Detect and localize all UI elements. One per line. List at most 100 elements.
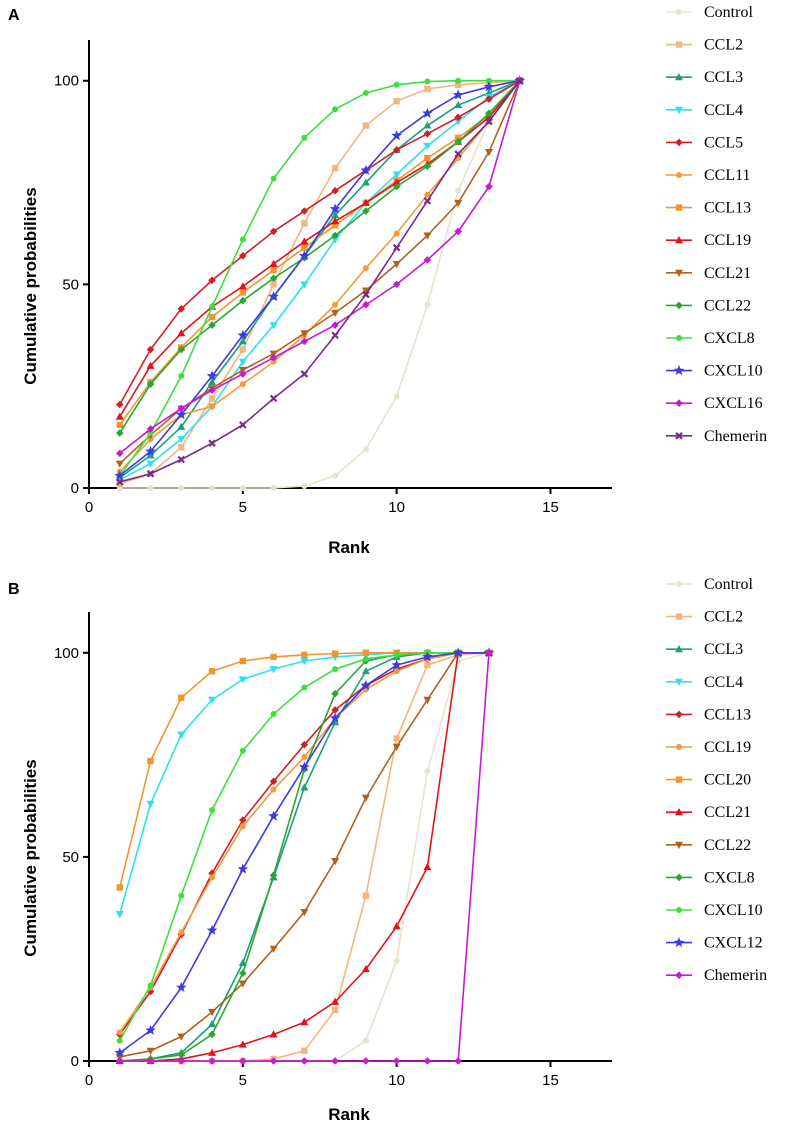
data-point-ccl5 — [208, 276, 216, 285]
data-point-cxcl10 — [270, 711, 277, 718]
legend-item-ccl20: CCL20 — [666, 772, 751, 789]
data-point-ccl20 — [239, 657, 247, 665]
legend-marker-ccl21 — [675, 269, 683, 277]
legend-marker-ccl19 — [676, 744, 682, 750]
data-point-ccl21 — [484, 149, 493, 157]
data-point-cxcl12 — [268, 810, 279, 821]
data-point-ccl2 — [424, 85, 431, 93]
series-line-ccl21 — [119, 652, 489, 1062]
data-point-ccl19 — [331, 217, 340, 225]
data-point-cxcl10 — [301, 684, 308, 691]
data-point-ccl21 — [361, 964, 370, 973]
data-point-ccl5 — [423, 129, 432, 138]
data-point-ccl20 — [208, 667, 216, 675]
data-point-ccl22 — [331, 857, 340, 866]
legend-label: CCL4 — [704, 674, 743, 691]
legend-marker-ccl21 — [675, 808, 683, 816]
data-point-ccl4 — [300, 657, 309, 666]
data-point-control — [301, 482, 308, 489]
data-point-cxcl8 — [301, 134, 308, 141]
data-point-ccl5 — [331, 186, 339, 195]
legend-marker-ccl22 — [675, 841, 683, 849]
data-point-ccl20 — [270, 653, 277, 661]
data-point-ccl22 — [146, 380, 155, 388]
data-point-chemerin — [485, 649, 493, 657]
data-point-cxcl10 — [145, 445, 156, 456]
data-point-ccl22 — [208, 1009, 217, 1017]
data-point-ccl21 — [208, 1048, 217, 1056]
data-point-chemerin — [208, 1057, 216, 1065]
legend-marker-ccl22 — [675, 301, 683, 310]
data-point-ccl22 — [177, 345, 186, 354]
data-point-cxcl16 — [146, 425, 155, 433]
data-point-ccl22 — [423, 696, 432, 704]
data-point-chemerin — [331, 331, 339, 340]
data-point-ccl21 — [331, 309, 340, 318]
series-chemerin-a — [115, 76, 524, 486]
legend-item-ccl19: CCL19 — [666, 739, 751, 756]
data-point-cxcl16 — [239, 370, 247, 378]
data-point-cxcl10 — [360, 164, 372, 175]
data-point-ccl20 — [116, 884, 123, 891]
legend-marker-ccl13 — [675, 710, 683, 719]
data-point-ccl4 — [115, 911, 124, 919]
data-point-chemerin — [115, 1057, 124, 1065]
data-point-ccl4 — [423, 142, 432, 151]
data-point-cxcl10 — [239, 747, 246, 754]
data-point-ccl3 — [146, 451, 155, 459]
data-point-chemerin — [239, 421, 247, 429]
series-ccl2-b — [116, 649, 493, 1065]
data-point-ccl21 — [392, 922, 401, 930]
legend-label: CCL2 — [704, 37, 743, 54]
legend-label: Control — [704, 4, 753, 21]
data-point-ccl13 — [331, 706, 339, 714]
data-point-ccl4 — [177, 731, 186, 739]
legend-marker-control — [676, 9, 682, 15]
legend-label: CCL21 — [704, 265, 751, 282]
data-point-ccl22 — [485, 109, 493, 118]
series-line-cxcl8 — [119, 79, 520, 477]
panel-label-b: B — [8, 581, 20, 598]
legend-a: Control CCL2 CCL3 CCL4 CCL5 CCL11 CCL13 CCL19 CC… — [666, 4, 767, 445]
legend-label: CCL13 — [704, 200, 751, 217]
data-point-control — [424, 301, 431, 308]
legend-label: Control — [704, 576, 753, 593]
data-point-ccl4 — [269, 666, 278, 674]
data-point-ccl22 — [454, 138, 462, 146]
legend-item-ccl4: CCL4 — [666, 102, 743, 119]
data-point-chemerin — [300, 1057, 309, 1065]
y-tick-label-b: 100 — [54, 645, 79, 662]
data-point-ccl22 — [146, 1047, 155, 1055]
data-point-ccl22 — [392, 743, 401, 751]
data-point-cxcl8 — [269, 871, 278, 880]
legend-item-ccl3: CCL3 — [666, 641, 743, 658]
series-line-ccl3 — [119, 79, 521, 479]
data-point-ccl2 — [393, 97, 400, 105]
legend-item-ccl11: CCL11 — [666, 167, 751, 184]
legend-item-cxcl12: CXCL12 — [666, 935, 763, 952]
data-point-ccl13 — [300, 740, 309, 749]
legend-item-cxcl10: CXCL10 — [666, 902, 763, 919]
legend-item-ccl22: CCL22 — [666, 297, 751, 314]
data-point-ccl4 — [331, 236, 340, 244]
legend-label: CCL2 — [704, 609, 743, 626]
legend-item-ccl19: CCL19 — [666, 232, 751, 249]
data-point-ccl4 — [208, 696, 217, 704]
x-tick-label-a: 15 — [542, 499, 559, 516]
data-point-ccl19 — [301, 753, 308, 760]
data-point-cxcl8 — [393, 81, 400, 88]
data-point-ccl13 — [301, 244, 308, 251]
data-point-ccl19 — [392, 178, 401, 186]
data-point-ccl5 — [269, 227, 278, 236]
data-point-ccl19 — [239, 823, 246, 830]
data-point-cxcl10 — [147, 982, 154, 989]
data-point-ccl19 — [361, 198, 370, 206]
data-point-cxcl10 — [206, 370, 218, 381]
series-line-ccl4 — [119, 80, 521, 481]
plot-area-b: 0 50 100 0 5 10 15 — [54, 612, 612, 1089]
data-point-cxcl8 — [178, 373, 185, 379]
data-point-cxcl16 — [208, 386, 216, 395]
series-control-b — [116, 649, 492, 1064]
legend-item-ccl21: CCL21 — [666, 265, 751, 282]
